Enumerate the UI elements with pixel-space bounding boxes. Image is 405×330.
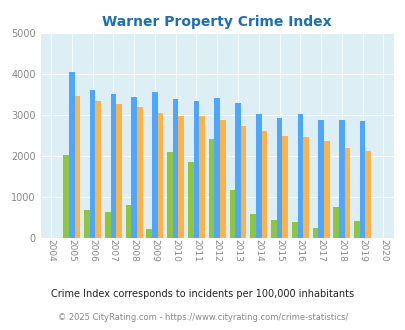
- Bar: [276, 118, 281, 238]
- Bar: [152, 92, 157, 238]
- Bar: [234, 103, 240, 238]
- Bar: [193, 101, 199, 238]
- Bar: [318, 120, 323, 238]
- Bar: [214, 98, 220, 238]
- Bar: [261, 131, 266, 238]
- Bar: [229, 190, 234, 238]
- Bar: [344, 148, 350, 238]
- Bar: [359, 121, 364, 238]
- Bar: [188, 162, 193, 238]
- Bar: [75, 96, 80, 238]
- Bar: [338, 120, 344, 238]
- Bar: [297, 115, 303, 238]
- Bar: [136, 107, 142, 238]
- Bar: [90, 90, 95, 238]
- Bar: [240, 126, 246, 238]
- Bar: [167, 152, 173, 238]
- Bar: [126, 205, 131, 238]
- Bar: [354, 221, 359, 238]
- Title: Warner Property Crime Index: Warner Property Crime Index: [102, 15, 331, 29]
- Bar: [364, 151, 370, 238]
- Bar: [104, 212, 110, 238]
- Bar: [220, 120, 225, 238]
- Bar: [303, 137, 308, 238]
- Bar: [63, 155, 69, 238]
- Bar: [208, 139, 214, 238]
- Bar: [146, 229, 152, 238]
- Bar: [255, 115, 261, 238]
- Bar: [69, 72, 75, 238]
- Bar: [84, 210, 90, 238]
- Bar: [312, 228, 318, 238]
- Bar: [333, 207, 338, 238]
- Bar: [131, 97, 136, 238]
- Bar: [250, 214, 255, 238]
- Bar: [281, 136, 287, 238]
- Bar: [110, 94, 116, 238]
- Text: Crime Index corresponds to incidents per 100,000 inhabitants: Crime Index corresponds to incidents per…: [51, 289, 354, 299]
- Bar: [178, 116, 183, 238]
- Bar: [291, 222, 297, 238]
- Bar: [116, 104, 121, 238]
- Bar: [157, 113, 163, 238]
- Bar: [323, 141, 329, 238]
- Bar: [173, 99, 178, 238]
- Bar: [95, 101, 101, 238]
- Bar: [271, 220, 276, 238]
- Bar: [199, 116, 205, 238]
- Text: © 2025 CityRating.com - https://www.cityrating.com/crime-statistics/: © 2025 CityRating.com - https://www.city…: [58, 313, 347, 322]
